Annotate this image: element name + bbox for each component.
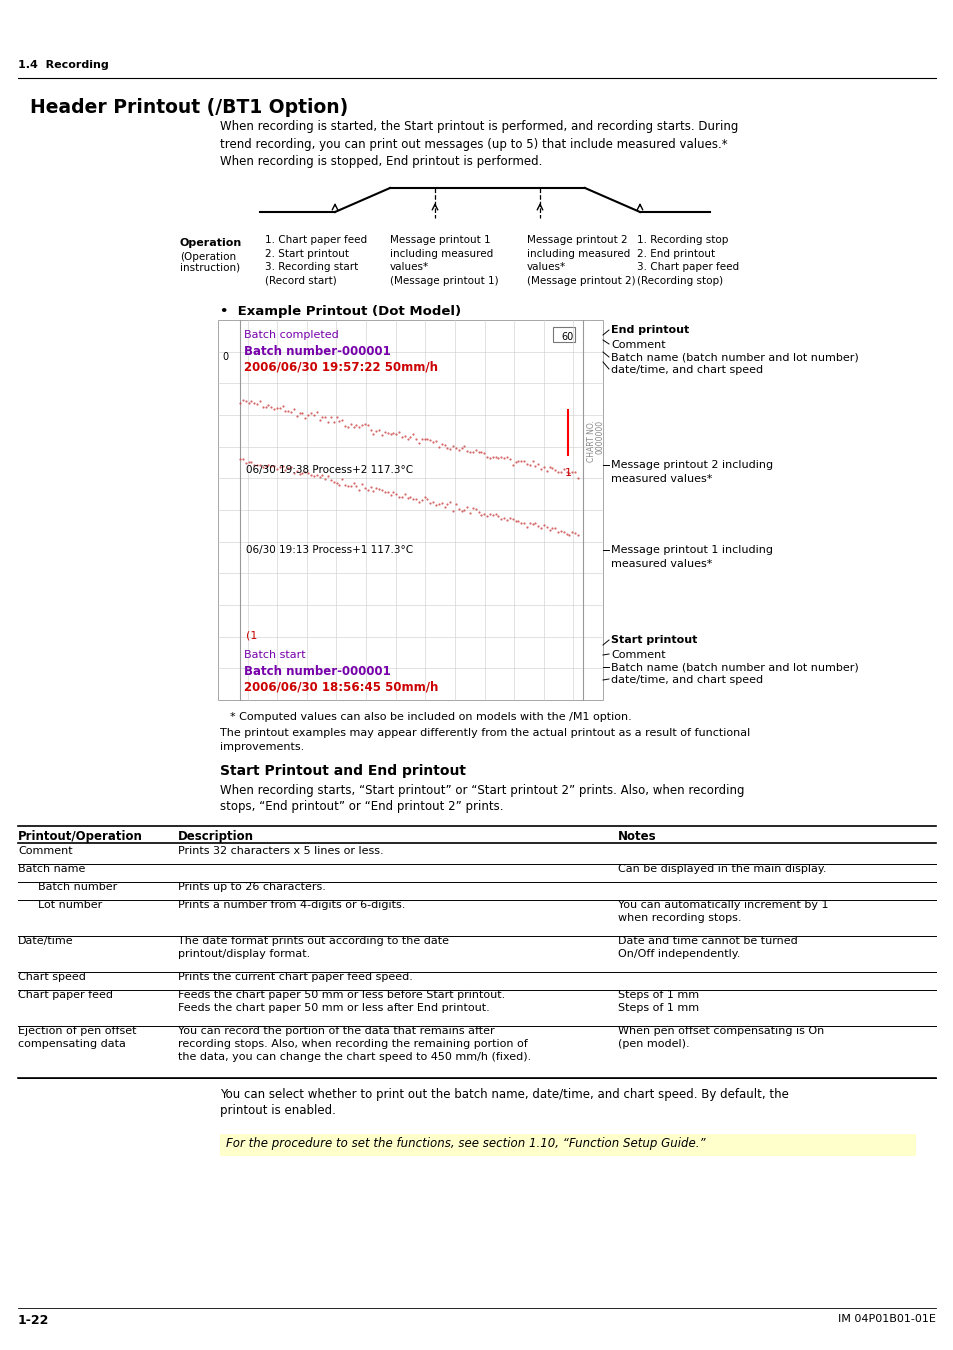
Text: •  Example Printout (Dot Model): • Example Printout (Dot Model) xyxy=(220,305,460,319)
Text: CHART NO.: CHART NO. xyxy=(586,420,596,462)
Text: 1.4  Recording: 1.4 Recording xyxy=(18,59,109,70)
Text: Can be displayed in the main display.: Can be displayed in the main display. xyxy=(618,864,825,873)
Text: date/time, and chart speed: date/time, and chart speed xyxy=(610,675,762,684)
Text: The printout examples may appear differently from the actual printout as a resul: The printout examples may appear differe… xyxy=(220,728,749,738)
Text: You can record the portion of the data that remains after
recording stops. Also,: You can record the portion of the data t… xyxy=(178,1026,531,1062)
Text: The date format prints out according to the date
printout/display format.: The date format prints out according to … xyxy=(178,936,449,960)
Text: 1. Recording stop
2. End printout
3. Chart paper feed
(Recording stop): 1. Recording stop 2. End printout 3. Cha… xyxy=(637,235,739,286)
Text: 1: 1 xyxy=(564,468,572,478)
Text: Comment: Comment xyxy=(610,649,665,660)
Text: Header Printout (/BT1 Option): Header Printout (/BT1 Option) xyxy=(30,99,348,117)
Text: Start Printout and End printout: Start Printout and End printout xyxy=(220,764,465,778)
Text: (1: (1 xyxy=(246,630,257,640)
Text: (Operation: (Operation xyxy=(180,252,236,262)
Text: * Computed values can also be included on models with the /M1 option.: * Computed values can also be included o… xyxy=(230,711,631,722)
Text: Feeds the chart paper 50 mm or less before Start printout.
Feeds the chart paper: Feeds the chart paper 50 mm or less befo… xyxy=(178,990,505,1014)
Text: When pen offset compensating is On
(pen model).: When pen offset compensating is On (pen … xyxy=(618,1026,823,1049)
Text: You can automatically increment by 1
when recording stops.: You can automatically increment by 1 whe… xyxy=(618,900,827,923)
Bar xyxy=(220,1134,915,1156)
Text: Operation: Operation xyxy=(180,238,242,248)
Text: Comment: Comment xyxy=(18,846,72,856)
Text: Date and time cannot be turned
On/Off independently.: Date and time cannot be turned On/Off in… xyxy=(618,936,797,960)
Text: You can select whether to print out the batch name, date/time, and chart speed. : You can select whether to print out the … xyxy=(220,1088,788,1102)
Text: Batch name: Batch name xyxy=(18,864,85,873)
Text: Message printout 1
including measured
values*
(Message printout 1): Message printout 1 including measured va… xyxy=(390,235,498,286)
Text: 2006/06/30 19:57:22 50mm/h: 2006/06/30 19:57:22 50mm/h xyxy=(244,360,437,373)
Text: trend recording, you can print out messages (up to 5) that include measured valu: trend recording, you can print out messa… xyxy=(220,138,727,151)
Text: date/time, and chart speed: date/time, and chart speed xyxy=(610,364,762,375)
Text: Prints up to 26 characters.: Prints up to 26 characters. xyxy=(178,882,326,892)
Text: Ejection of pen offset
compensating data: Ejection of pen offset compensating data xyxy=(18,1026,136,1049)
Text: Batch number-000001: Batch number-000001 xyxy=(244,666,391,678)
Text: Chart speed: Chart speed xyxy=(18,972,86,981)
Text: Date/time: Date/time xyxy=(18,936,73,946)
Text: 06/30 19:13 Process+1 117.3°C: 06/30 19:13 Process+1 117.3°C xyxy=(246,545,413,555)
Text: Description: Description xyxy=(178,830,253,842)
Text: When recording is started, the Start printout is performed, and recording starts: When recording is started, the Start pri… xyxy=(220,120,738,134)
Text: Printout/Operation: Printout/Operation xyxy=(18,830,143,842)
Text: Prints a number from 4-digits or 6-digits.: Prints a number from 4-digits or 6-digit… xyxy=(178,900,405,910)
Text: 1-22: 1-22 xyxy=(18,1314,50,1327)
Text: printout is enabled.: printout is enabled. xyxy=(220,1104,335,1116)
Text: Message printout 2
including measured
values*
(Message printout 2): Message printout 2 including measured va… xyxy=(526,235,635,286)
Text: IM 04P01B01-01E: IM 04P01B01-01E xyxy=(838,1314,935,1324)
Text: Batch number: Batch number xyxy=(38,882,117,892)
Bar xyxy=(218,320,602,701)
Text: Batch name (batch number and lot number): Batch name (batch number and lot number) xyxy=(610,352,858,363)
Text: stops, “End printout” or “End printout 2” prints.: stops, “End printout” or “End printout 2… xyxy=(220,801,503,813)
Text: Steps of 1 mm
Steps of 1 mm: Steps of 1 mm Steps of 1 mm xyxy=(618,990,699,1014)
Text: 1. Chart paper feed
2. Start printout
3. Recording start
(Record start): 1. Chart paper feed 2. Start printout 3.… xyxy=(265,235,367,286)
Text: 60: 60 xyxy=(560,332,573,342)
Text: improvements.: improvements. xyxy=(220,743,304,752)
Text: 0: 0 xyxy=(222,352,228,362)
Text: Prints the current chart paper feed speed.: Prints the current chart paper feed spee… xyxy=(178,972,413,981)
Text: Message printout 2 including
measured values*: Message printout 2 including measured va… xyxy=(610,460,772,485)
Text: instruction): instruction) xyxy=(180,263,240,273)
Text: End printout: End printout xyxy=(610,325,688,335)
Text: Start printout: Start printout xyxy=(610,634,697,645)
Text: 2006/06/30 18:56:45 50mm/h: 2006/06/30 18:56:45 50mm/h xyxy=(244,680,438,693)
Text: Batch number-000001: Batch number-000001 xyxy=(244,346,391,358)
Text: Notes: Notes xyxy=(618,830,656,842)
Text: Comment: Comment xyxy=(610,340,665,350)
Bar xyxy=(553,327,575,342)
Text: Lot number: Lot number xyxy=(38,900,102,910)
Text: Prints 32 characters x 5 lines or less.: Prints 32 characters x 5 lines or less. xyxy=(178,846,383,856)
Text: 0000000: 0000000 xyxy=(596,420,604,454)
Text: 06/30 19:38 Process+2 117.3°C: 06/30 19:38 Process+2 117.3°C xyxy=(246,464,413,475)
Text: Batch name (batch number and lot number): Batch name (batch number and lot number) xyxy=(610,663,858,674)
Text: Batch completed: Batch completed xyxy=(244,329,338,340)
Text: Batch start: Batch start xyxy=(244,649,305,660)
Text: When recording starts, “Start printout” or “Start printout 2” prints. Also, when: When recording starts, “Start printout” … xyxy=(220,784,743,796)
Text: When recording is stopped, End printout is performed.: When recording is stopped, End printout … xyxy=(220,155,542,167)
Text: Message printout 1 including
measured values*: Message printout 1 including measured va… xyxy=(610,545,772,568)
Text: For the procedure to set the functions, see section 1.10, “Function Setup Guide.: For the procedure to set the functions, … xyxy=(226,1137,705,1150)
Text: Chart paper feed: Chart paper feed xyxy=(18,990,112,1000)
